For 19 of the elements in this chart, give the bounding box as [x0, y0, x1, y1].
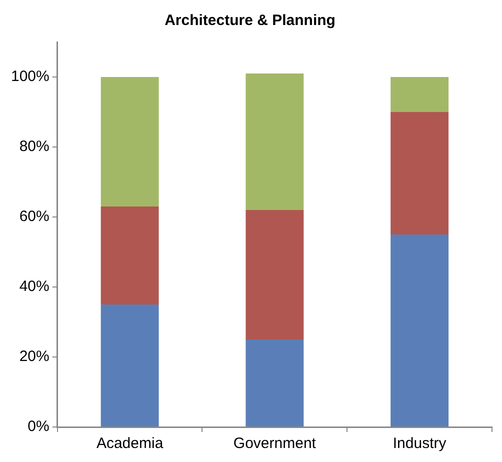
bar — [390, 234, 449, 426]
y-tick-label: 20% — [19, 348, 50, 366]
x-tick-label: Academia — [96, 435, 164, 452]
bar — [246, 210, 304, 340]
bar — [100, 304, 159, 426]
y-tick-label: 80% — [19, 138, 50, 156]
x-tick-label: Industry — [392, 435, 447, 452]
y-tick-label: 60% — [19, 208, 50, 226]
y-tick-label: 0% — [28, 418, 50, 436]
bar — [100, 77, 159, 206]
bar — [246, 340, 304, 426]
bar — [246, 74, 304, 210]
y-tick-label: 100% — [10, 68, 50, 86]
bar — [100, 206, 159, 304]
x-tick-label: Government — [233, 435, 317, 452]
bar — [390, 112, 449, 234]
y-tick-label: 40% — [19, 278, 50, 296]
bar — [390, 77, 449, 112]
chart-title: Architecture & Planning — [164, 12, 336, 30]
